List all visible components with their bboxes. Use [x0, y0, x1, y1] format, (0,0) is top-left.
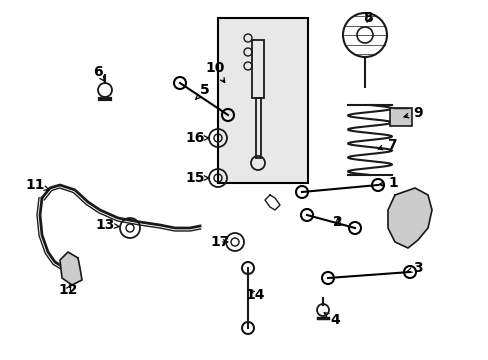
Bar	[251, 40, 264, 98]
Text: 1: 1	[378, 176, 397, 190]
Text: 13: 13	[95, 218, 120, 232]
Text: 8: 8	[363, 11, 372, 25]
Text: 10: 10	[205, 61, 224, 82]
Text: 9: 9	[403, 106, 422, 120]
Bar	[255, 98, 260, 158]
Bar	[389, 108, 411, 126]
Text: 11: 11	[25, 178, 49, 192]
Text: 7: 7	[377, 138, 396, 152]
Text: 4: 4	[324, 313, 339, 327]
Text: 15: 15	[185, 171, 208, 185]
Text: 6: 6	[93, 65, 104, 82]
Bar	[218, 18, 307, 183]
Text: 14: 14	[245, 288, 264, 302]
Polygon shape	[60, 252, 82, 285]
Text: 5: 5	[195, 83, 209, 100]
Polygon shape	[387, 188, 431, 248]
Text: 16: 16	[185, 131, 208, 145]
Text: 12: 12	[58, 283, 78, 297]
Text: 2: 2	[332, 215, 342, 229]
Text: 3: 3	[407, 261, 422, 275]
Text: 17: 17	[210, 235, 229, 249]
